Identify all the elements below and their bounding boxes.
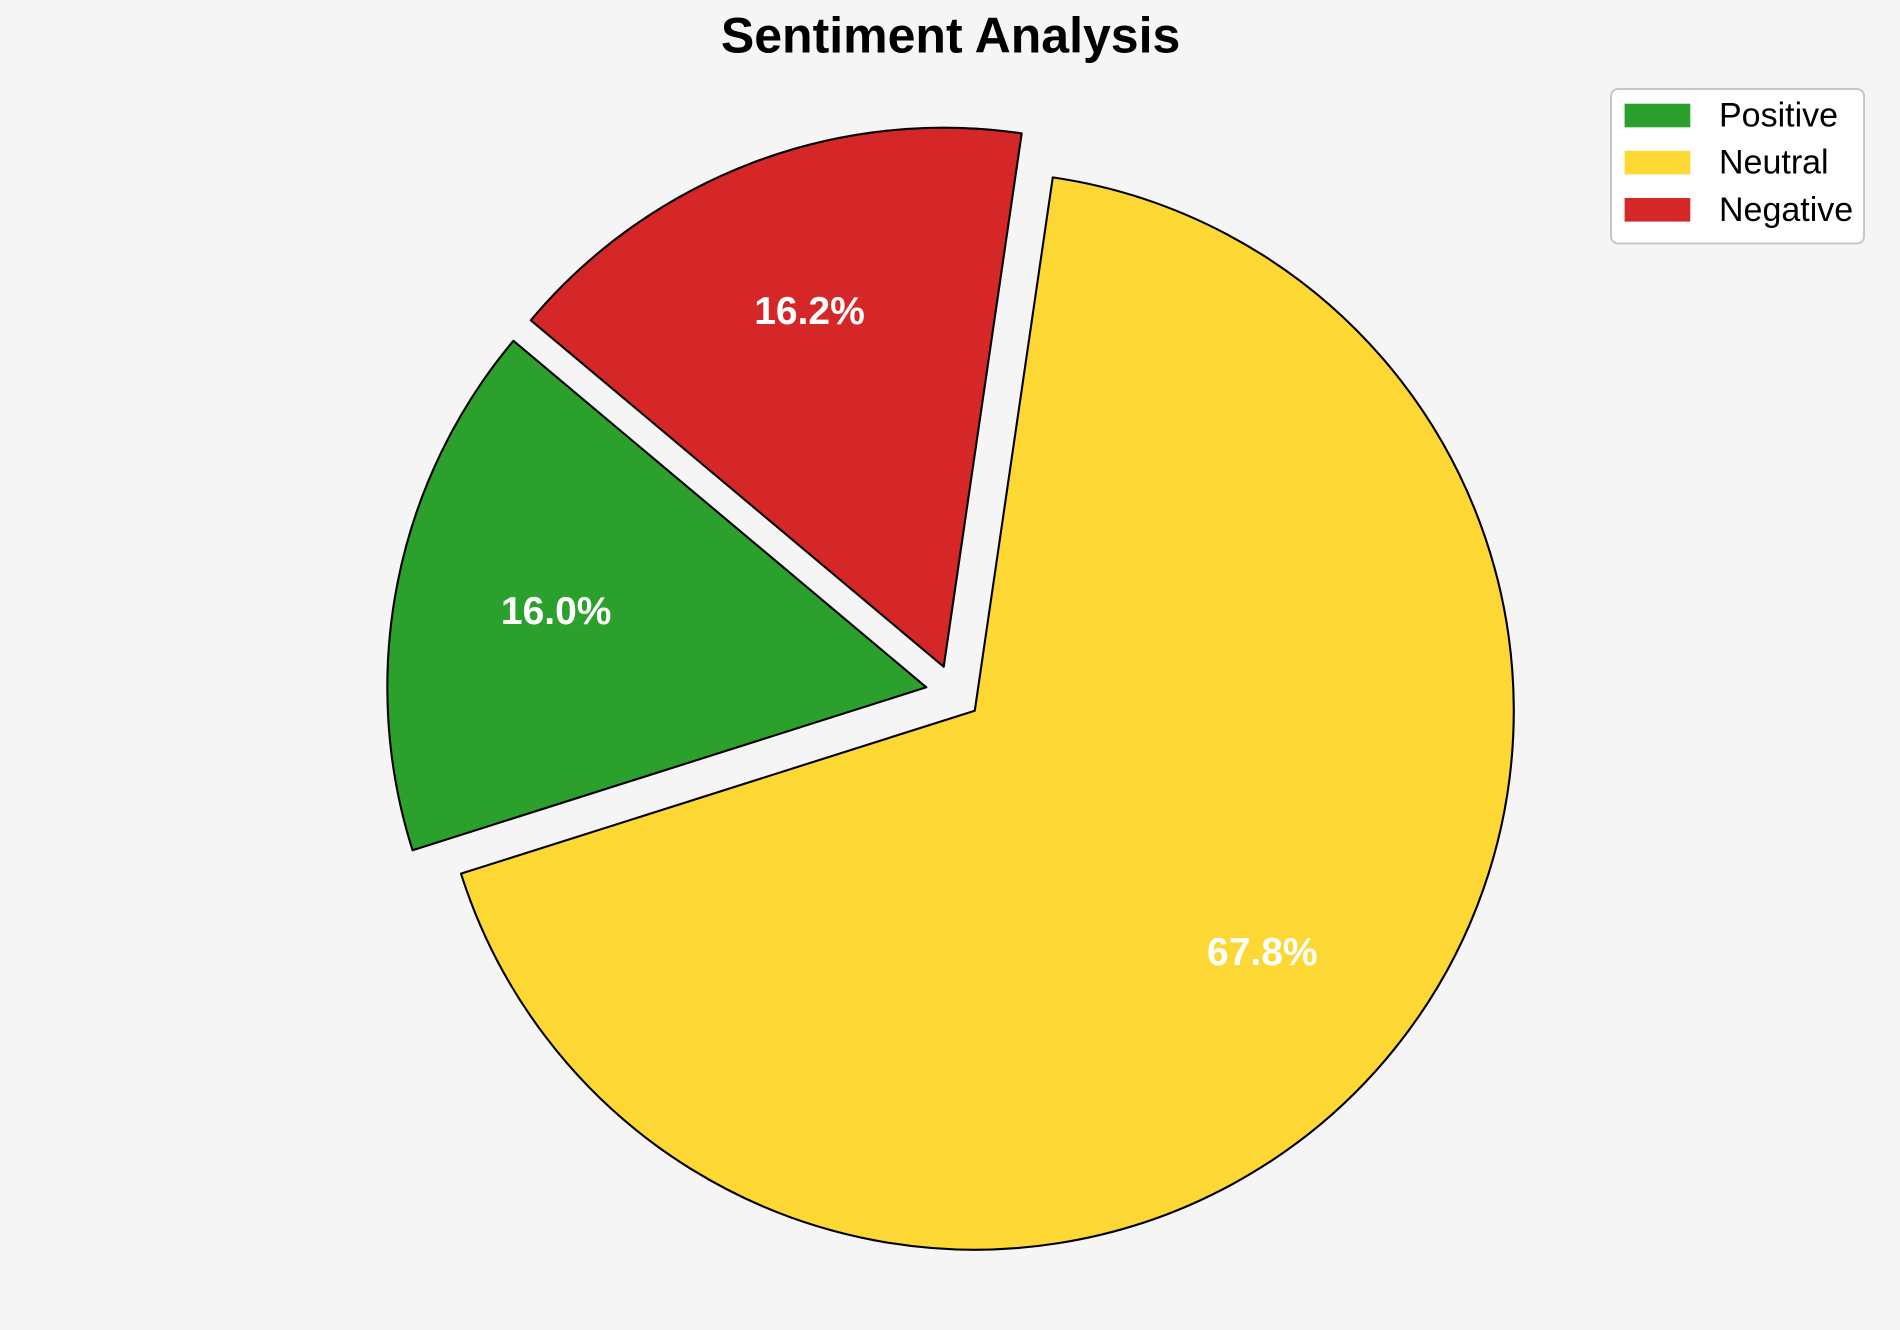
svg-text:Sentiment Analysis: Sentiment Analysis <box>721 8 1180 64</box>
svg-text:Negative: Negative <box>1719 191 1853 229</box>
svg-text:67.8%: 67.8% <box>1207 931 1318 974</box>
svg-text:16.2%: 16.2% <box>754 290 865 333</box>
svg-text:Neutral: Neutral <box>1719 144 1829 182</box>
svg-text:16.0%: 16.0% <box>501 590 612 633</box>
svg-text:Positive: Positive <box>1719 97 1838 135</box>
